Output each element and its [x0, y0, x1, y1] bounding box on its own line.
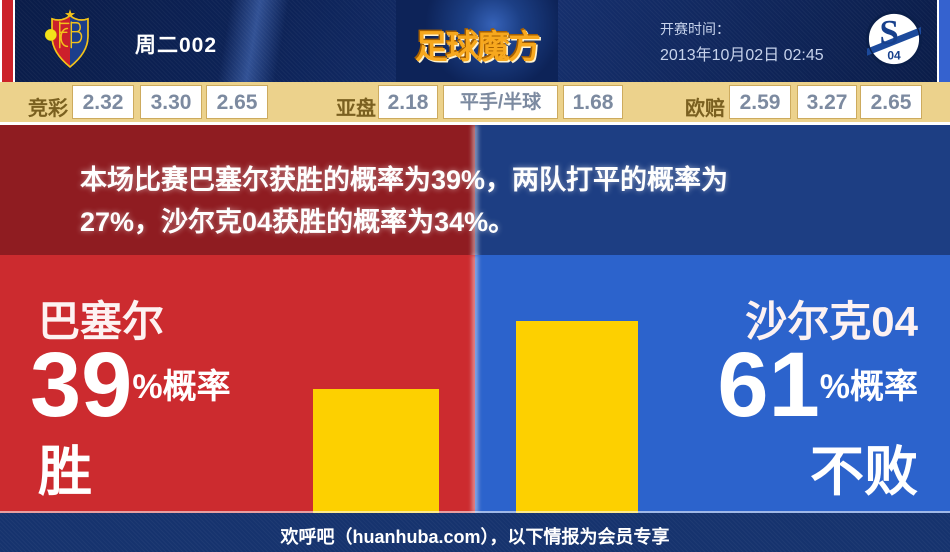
svg-text:S: S [880, 13, 899, 52]
svg-text:04: 04 [887, 48, 901, 62]
